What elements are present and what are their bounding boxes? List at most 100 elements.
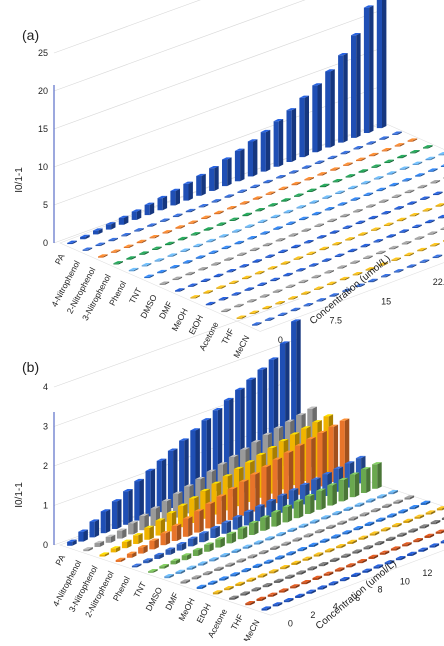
panel-label: (b) [22,359,39,375]
bar [132,564,142,568]
bar [259,550,269,554]
bar-front [262,308,267,309]
bar-front [253,566,258,568]
concentration-tick-label: 12 [422,568,432,578]
bar-front [128,523,133,534]
bar-front [359,172,364,173]
bar-front [193,246,198,247]
bar-front [351,575,356,577]
bar [250,248,260,251]
bar-front [314,226,319,227]
bar-front [340,579,345,581]
bar-front [310,522,315,524]
bar [313,576,323,580]
bar [405,190,415,193]
bar [214,567,224,571]
bar [314,552,324,556]
concentration-tick-label: 15 [381,296,391,306]
bar-front [343,228,348,229]
bar-front [374,178,379,179]
bar-front [224,260,229,261]
bar [273,289,283,292]
analyte-label: DMF [157,300,174,321]
bar [325,69,335,147]
bar [175,225,185,228]
bar [230,218,240,221]
bar-front [208,583,213,585]
bar-front [349,519,354,521]
y-tick-label: 25 [38,48,48,58]
bar-front [386,539,391,541]
bar [353,209,363,212]
bar [400,166,410,169]
bar-front [242,570,247,572]
bar-front [230,220,235,221]
bar-front [158,198,163,210]
bar-front [346,176,351,177]
bar-front [381,529,386,531]
bar [324,572,334,576]
bar [345,237,355,240]
bar-side [199,509,203,533]
y-axis-label: I0/1-1 [14,482,25,508]
bar [320,184,330,187]
bar [381,211,391,214]
bar [279,187,289,190]
bar [376,518,386,522]
concentration-axis-label: Concentration (umol/L) [314,558,399,632]
bar [339,478,349,502]
bar-front [371,510,376,512]
bar [100,552,110,556]
bar [286,222,296,225]
bar [242,276,252,279]
bar [199,531,209,542]
bar-front [160,221,165,222]
bar-front [263,245,268,246]
bar-side [288,505,292,523]
bar [395,143,405,146]
bar-front [423,147,428,148]
bar-front [83,549,88,551]
bar [332,242,342,245]
bar-front [242,215,247,216]
analyte-label: MeCN [241,618,261,641]
bar [214,274,224,277]
bar-front [436,206,441,207]
bar [304,533,314,537]
bar-front [214,276,219,277]
bar-front [201,281,206,282]
bar [262,306,272,309]
bar [283,505,293,523]
bar-front [357,561,362,563]
bar [317,172,327,175]
bar-front [425,536,430,538]
bar [393,500,403,504]
bar-front [299,219,304,220]
bar [315,161,325,164]
bar-front [333,181,338,182]
bar-front [183,262,188,263]
bar [281,261,291,264]
bar [178,237,188,240]
bar [232,549,242,553]
bar-front [132,566,137,568]
bar [301,291,311,294]
bar [122,540,132,549]
bar-side [227,521,231,534]
bar-side [369,5,373,133]
bar [208,581,218,585]
bar-front [340,216,345,217]
bar-front [252,261,257,262]
bar-side [163,196,167,210]
bar [366,204,376,207]
bar [222,157,232,186]
bar [190,295,200,298]
bar [173,214,183,217]
bar-front [372,464,377,488]
bar [263,583,273,587]
bar-front [392,197,397,198]
bar [336,544,346,548]
bar [265,536,275,540]
bar [253,196,263,199]
bar [258,220,268,223]
